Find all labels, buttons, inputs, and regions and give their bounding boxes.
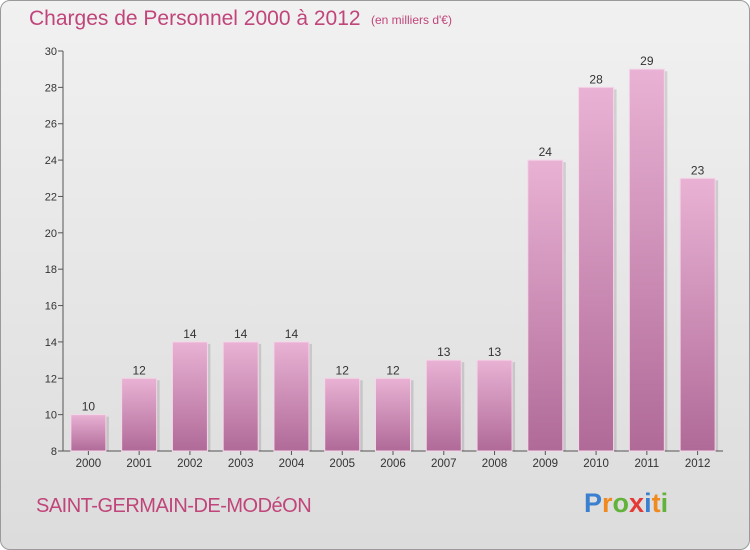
- bar: [527, 159, 564, 452]
- x-tick-label: 2001: [126, 458, 152, 470]
- x-tick-label: 2012: [685, 458, 711, 470]
- logo-letter: r: [602, 488, 613, 518]
- logo-letter: x: [629, 488, 645, 518]
- data-label: 29: [640, 54, 654, 68]
- x-tick-label: 2002: [177, 458, 203, 470]
- y-tick-label: 30: [45, 46, 57, 58]
- y-tick-label: 20: [45, 228, 57, 240]
- logo-letter: i: [644, 488, 652, 518]
- bar: [273, 341, 310, 452]
- x-tick-label: 2011: [634, 458, 659, 470]
- data-label: 12: [386, 363, 400, 377]
- proxiti-logo[interactable]: Proxiti: [584, 488, 668, 519]
- data-label: 28: [589, 72, 603, 86]
- bar: [425, 359, 462, 452]
- x-tick-label: 2010: [583, 458, 609, 470]
- bar: [70, 414, 107, 452]
- data-label: 13: [437, 345, 451, 359]
- bar: [222, 341, 259, 452]
- data-label: 24: [539, 145, 553, 159]
- bar: [679, 177, 716, 452]
- y-tick-label: 26: [45, 119, 57, 131]
- data-label: 14: [183, 327, 197, 341]
- x-tick-label: 2008: [482, 458, 508, 470]
- bar: [375, 377, 411, 452]
- chart-subtitle: (en milliers d'€): [371, 13, 452, 27]
- y-tick-label: 22: [45, 191, 57, 203]
- data-label: 12: [336, 363, 350, 377]
- data-label: 10: [82, 400, 96, 414]
- x-tick-label: 2003: [228, 458, 254, 470]
- logo-letter: P: [584, 488, 603, 518]
- city-name: SAINT-GERMAIN-DE-MODéON: [36, 495, 312, 517]
- data-label: 14: [234, 327, 248, 341]
- x-tick-label: 2009: [533, 458, 559, 470]
- logo-letter: i: [660, 488, 669, 518]
- bar: [476, 359, 513, 452]
- logo-letter: t: [651, 488, 661, 518]
- bar: [121, 377, 158, 452]
- bar: [324, 377, 361, 452]
- y-tick-label: 14: [45, 337, 57, 349]
- x-tick-label: 2006: [380, 458, 406, 470]
- y-tick-label: 18: [45, 264, 57, 276]
- bar: [171, 341, 208, 452]
- bar: [628, 68, 665, 452]
- data-label: 23: [691, 163, 705, 177]
- x-tick-label: 2004: [279, 458, 305, 470]
- x-tick-label: 2007: [431, 458, 457, 470]
- x-tick-label: 2000: [76, 458, 102, 470]
- chart-title: Charges de Personnel 2000 à 2012: [29, 7, 361, 30]
- y-tick-label: 10: [45, 410, 57, 422]
- data-label: 13: [488, 345, 502, 359]
- y-tick-label: 28: [45, 82, 57, 94]
- y-tick-label: 16: [45, 301, 57, 313]
- data-label: 14: [285, 327, 299, 341]
- data-label: 12: [132, 363, 146, 377]
- y-tick-label: 12: [45, 373, 57, 385]
- y-tick-label: 24: [45, 155, 57, 167]
- logo-letter: o: [612, 488, 630, 518]
- bar: [578, 86, 615, 452]
- x-tick-label: 2005: [329, 458, 355, 470]
- y-tick-label: 8: [51, 446, 57, 458]
